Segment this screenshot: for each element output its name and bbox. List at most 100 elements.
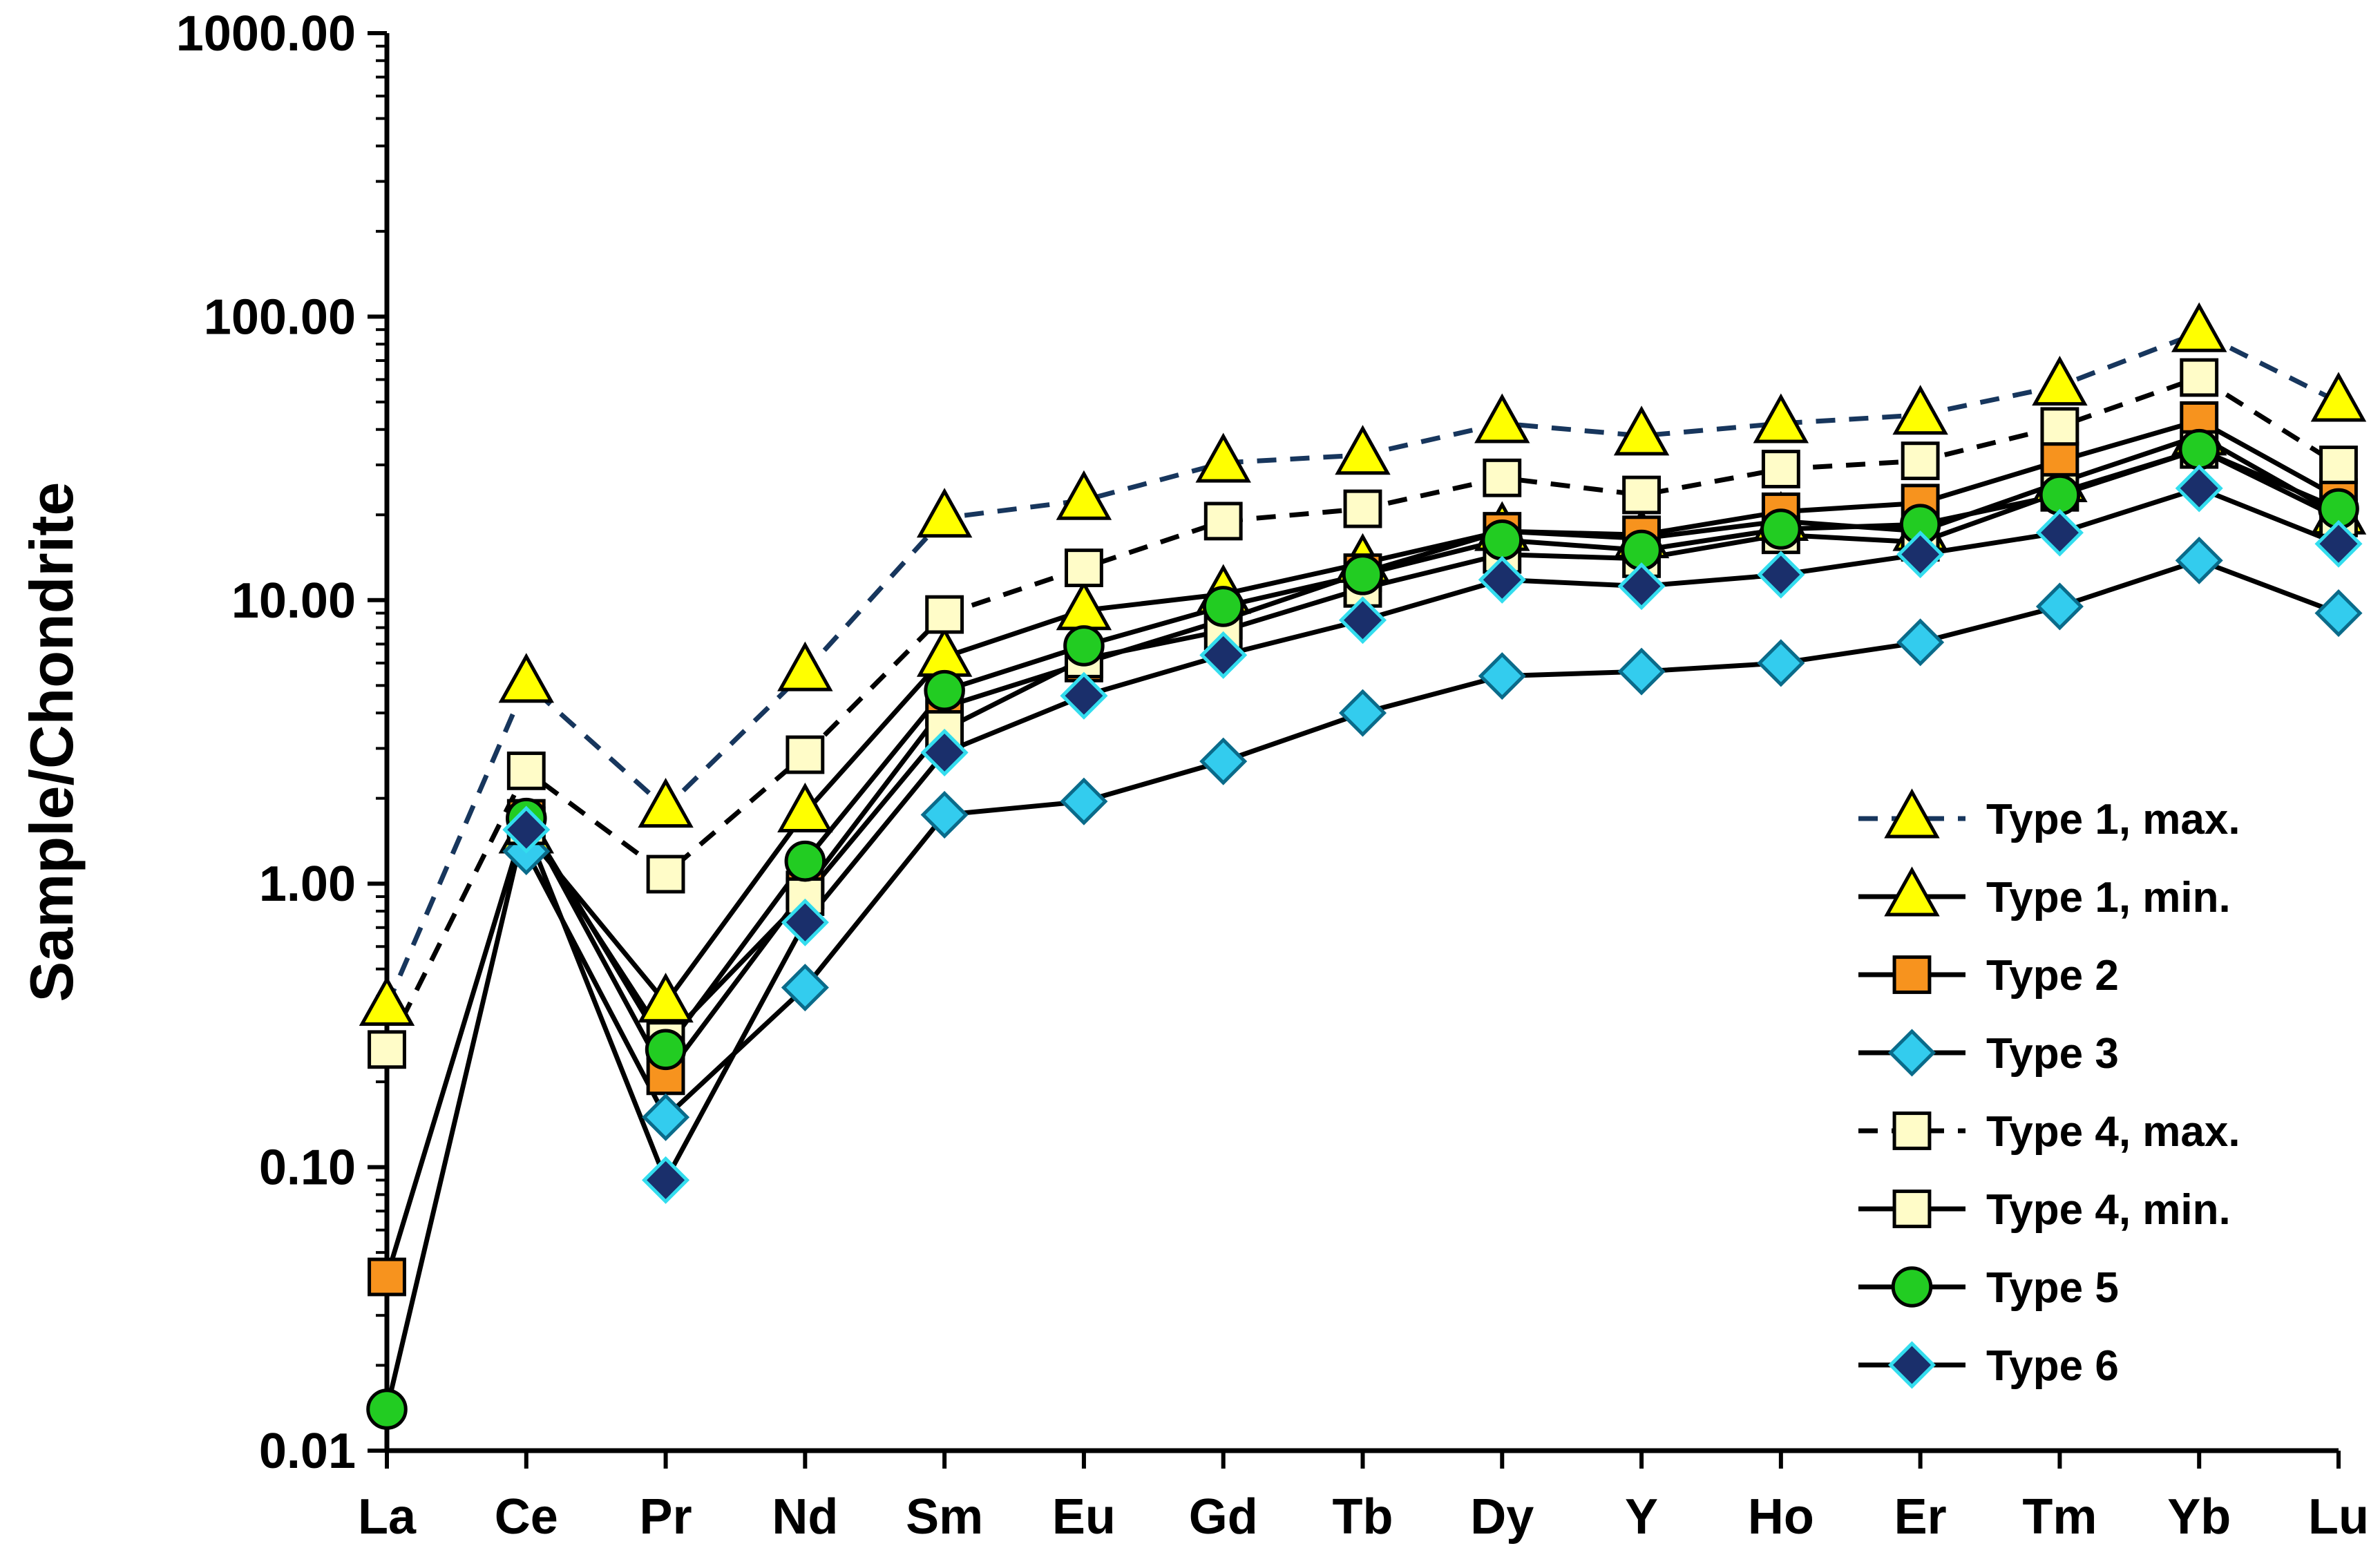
point-type-1-max-gd [1195, 432, 1251, 483]
legend-marker-type-3 [1887, 1029, 1936, 1077]
point-type-1-max-sm [916, 488, 973, 538]
point-type-3-sm [920, 790, 969, 839]
point-type-3-eu [1060, 777, 1108, 825]
point-type-5-tm [2039, 474, 2081, 516]
point-type-4-max-dy [1483, 458, 1522, 497]
series-line-type-1-min [524, 433, 2340, 1006]
x-tick-label-eu: Eu [1052, 1489, 1116, 1545]
series-markers [359, 302, 2367, 1430]
point-type-4-max-lu [2319, 446, 2358, 484]
point-type-6-dy [1478, 555, 1526, 604]
point-type-1-max-pr [638, 777, 694, 828]
legend-label-type-4-min: Type 4, min. [1986, 1186, 2231, 1234]
point-type-1-max-dy [1474, 393, 1530, 443]
legend-marker-type-1-min [1884, 866, 1940, 917]
point-type-1-max-tb [1335, 425, 1391, 475]
point-type-5-yb [2178, 428, 2220, 470]
point-type-6-gd [1199, 631, 1248, 679]
point-type-6-lu [2314, 519, 2363, 568]
legend-label-type-1-min: Type 1, min. [1986, 874, 2231, 922]
point-type-3-er [1896, 618, 1945, 667]
y-tick-label: 0.10 [259, 1140, 356, 1196]
point-type-1-min-nd [777, 782, 833, 832]
point-type-4-max-nd [786, 735, 825, 774]
y-tick-label: 1000.00 [176, 6, 356, 61]
point-type-4-max-gd [1203, 502, 1243, 541]
x-tick-label-yb: Yb [2167, 1489, 2231, 1545]
legend-marker-type-5 [1891, 1266, 1933, 1308]
legend-label-type-1-max: Type 1, max. [1986, 796, 2240, 843]
series-line-type-3 [524, 557, 2340, 1120]
legend-label-type-2: Type 2 [1986, 952, 2119, 1000]
point-type-1-max-yb [2171, 302, 2227, 352]
point-type-5-gd [1202, 586, 1244, 627]
y-tick-label: 1.00 [259, 857, 356, 912]
legend: Type 1, max. Type 1, min. Type 2 Type 3 Type… [1858, 788, 2240, 1390]
point-type-1-min-pr [638, 973, 694, 1023]
point-type-6-tb [1338, 596, 1387, 644]
point-type-1-max-tm [2032, 356, 2088, 406]
point-type-3-lu [2314, 589, 2363, 638]
point-type-4-max-tm [2040, 407, 2079, 446]
point-type-4-max-ho [1761, 450, 1800, 488]
point-type-6-y [1617, 562, 1666, 611]
point-type-3-gd [1199, 737, 1248, 785]
point-type-5-pr [645, 1029, 687, 1071]
point-type-6-eu [1060, 671, 1108, 720]
point-type-5-eu [1063, 625, 1105, 667]
point-type-1-max-la [359, 975, 415, 1026]
point-type-3-tb [1338, 689, 1387, 737]
point-type-6-ho [1757, 551, 1805, 599]
x-tick-label-ce: Ce [495, 1489, 558, 1545]
x-tick-label-tm: Tm [2022, 1489, 2097, 1545]
legend-label-type-4-max: Type 4, max. [1986, 1108, 2240, 1156]
point-type-4-max-tb [1343, 489, 1382, 528]
x-tick-label-lu: Lu [2308, 1489, 2369, 1545]
point-type-5-dy [1481, 519, 1523, 561]
legend-label-type-5: Type 5 [1986, 1264, 2119, 1312]
legend-marker-type-1-max [1884, 788, 1940, 839]
x-tick-label-er: Er [1894, 1489, 1947, 1545]
y-tick-label: 100.00 [204, 289, 356, 345]
point-type-4-max-eu [1065, 548, 1103, 587]
point-type-1-max-ce [498, 653, 555, 703]
point-type-5-sm [924, 669, 965, 712]
point-type-4-max-sm [925, 595, 964, 634]
point-type-4-max-er [1901, 441, 1940, 481]
point-type-3-nd [781, 964, 829, 1012]
y-tick-label: 0.01 [259, 1424, 356, 1479]
point-type-4-max-yb [2180, 358, 2219, 397]
x-tick-label-sm: Sm [906, 1489, 983, 1545]
point-type-3-pr [642, 1093, 690, 1141]
point-type-1-max-y [1613, 405, 1670, 456]
x-tick-label-pr: Pr [640, 1489, 692, 1545]
point-type-6-nd [781, 898, 829, 946]
point-type-4-max-la [368, 1030, 406, 1069]
point-type-6-yb [2175, 464, 2223, 513]
series-line-type-6 [524, 486, 2340, 1183]
point-type-6-ce [502, 805, 551, 854]
point-type-3-yb [2175, 536, 2223, 584]
point-type-2-la [368, 1257, 406, 1297]
axes: 0.01 0.10 1.00 10.00 100.00 1000.00 La Ce Pr Nd Sm… [176, 6, 2369, 1545]
point-type-6-sm [920, 728, 969, 776]
point-type-1-max-er [1892, 385, 1948, 435]
legend-marker-type-4-min [1892, 1190, 1932, 1228]
point-type-4-max-ce [506, 751, 546, 790]
point-type-3-y [1617, 647, 1666, 696]
point-type-6-er [1896, 531, 1945, 579]
x-tick-label-y: Y [1625, 1489, 1658, 1545]
point-type-5-la [366, 1388, 408, 1430]
point-type-1-max-nd [777, 641, 833, 691]
legend-label-type-6: Type 6 [1986, 1342, 2119, 1390]
legend-marker-type-4-max [1892, 1111, 1932, 1150]
point-type-4-min-nd [786, 877, 825, 916]
point-type-4-max-pr [646, 854, 685, 894]
point-type-3-dy [1478, 652, 1526, 700]
point-type-3-ho [1757, 639, 1805, 687]
x-tick-label-dy: Dy [1470, 1489, 1534, 1545]
legend-label-type-3: Type 3 [1986, 1030, 2119, 1078]
point-type-6-pr [642, 1156, 690, 1204]
